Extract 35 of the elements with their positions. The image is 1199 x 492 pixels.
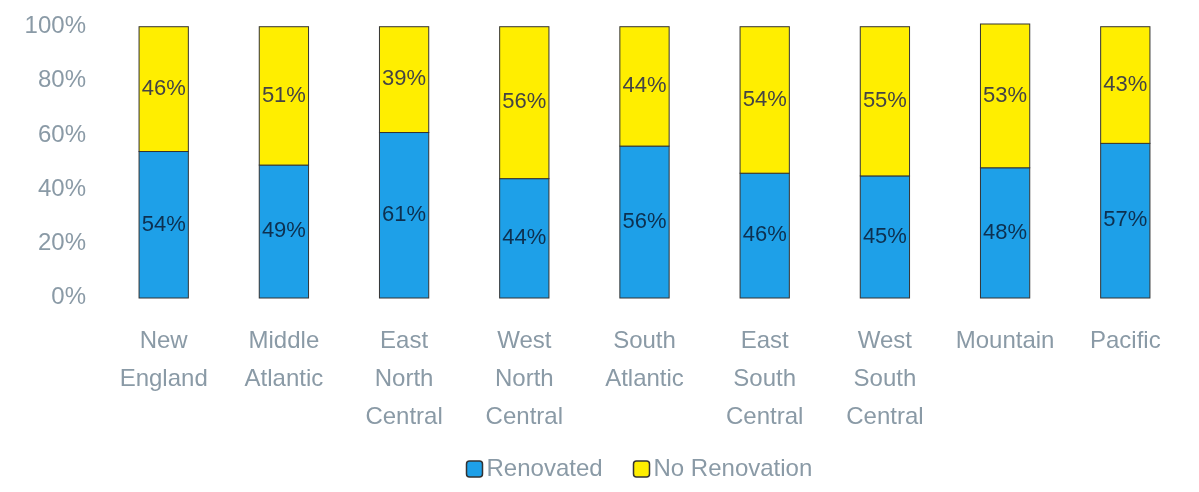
y-tick-label: 60%	[37, 119, 86, 147]
x-tick-label: New England	[119, 326, 208, 391]
data-label: 44%	[502, 224, 547, 250]
legend-label: No Renovation	[653, 454, 813, 482]
data-label: 48%	[983, 218, 1028, 244]
y-tick-label: 0%	[51, 282, 86, 310]
data-label: 53%	[983, 81, 1028, 107]
data-label: 56%	[502, 88, 547, 114]
data-label: 57%	[1103, 206, 1148, 232]
y-tick-label: 80%	[37, 65, 86, 93]
data-label: 51%	[261, 81, 306, 107]
data-label: 54%	[141, 210, 186, 236]
x-tick-label: South Atlantic	[605, 326, 684, 391]
data-label: 44%	[622, 72, 667, 98]
data-label: 56%	[622, 207, 667, 233]
x-tick-label: East North Central	[365, 326, 443, 429]
x-tick-label: Pacific	[1089, 326, 1161, 353]
y-tick-label: 20%	[37, 228, 86, 256]
data-label: 46%	[141, 74, 186, 100]
x-tick-label: West South Central	[846, 326, 924, 429]
x-tick-label: Middle Atlantic	[244, 326, 324, 391]
data-label: 43%	[1103, 70, 1148, 96]
x-tick-label: East South Central	[726, 326, 804, 429]
x-tick-label: Mountain	[955, 326, 1055, 353]
data-label: 45%	[862, 222, 907, 248]
data-label: 55%	[862, 87, 907, 113]
legend-label: Renovated	[486, 454, 603, 482]
x-tick-label: West North Central	[485, 326, 563, 429]
data-label: 46%	[742, 221, 787, 247]
y-tick-label: 100%	[24, 11, 86, 39]
data-label: 61%	[382, 201, 427, 227]
data-label: 54%	[742, 85, 787, 111]
data-label: 39%	[382, 65, 427, 91]
data-label: 49%	[261, 217, 306, 243]
y-tick-label: 40%	[37, 173, 86, 201]
